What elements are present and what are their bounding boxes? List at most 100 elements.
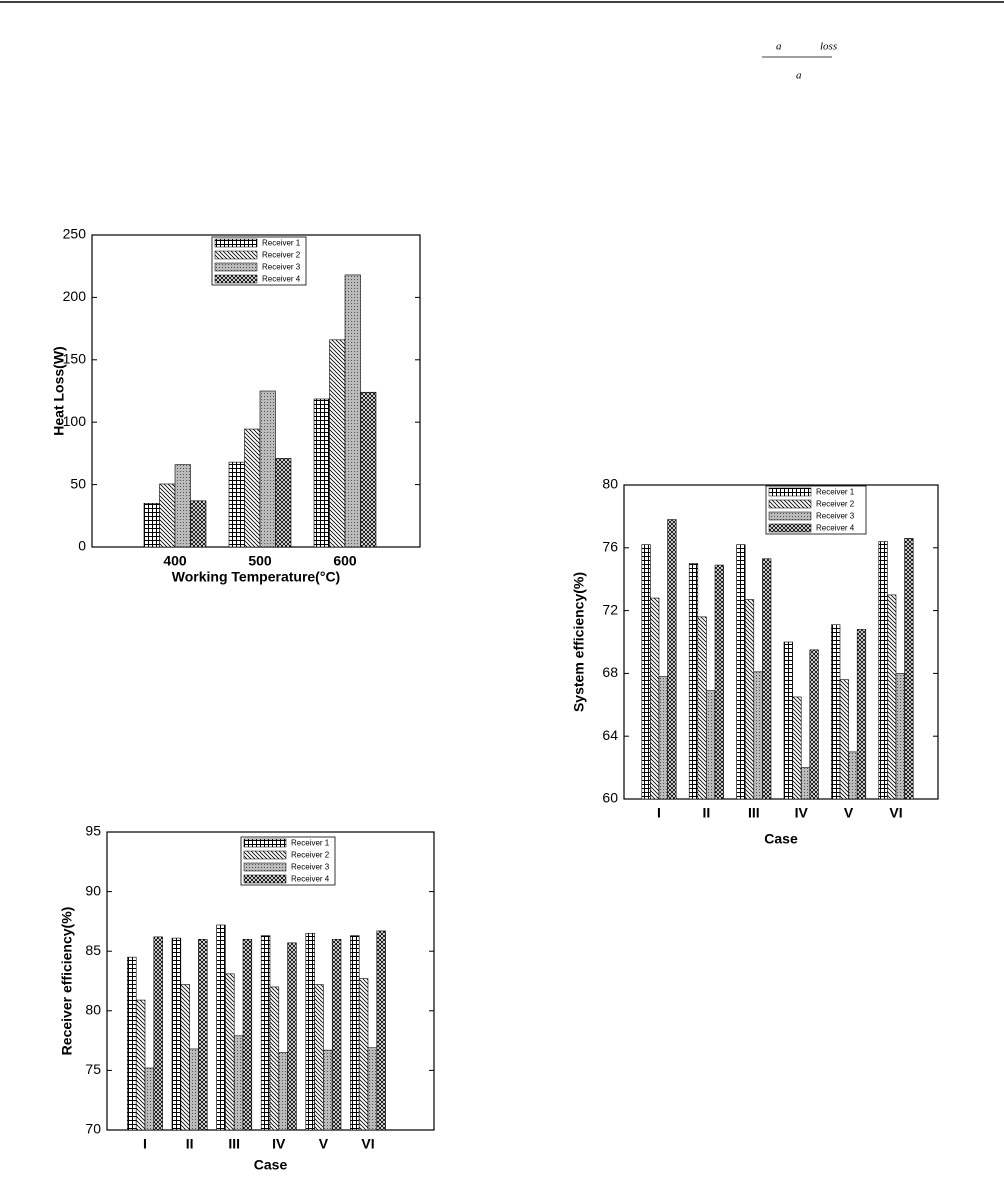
x-axis-title: Case — [254, 1157, 288, 1173]
y-tick-label: 70 — [85, 1121, 101, 1137]
bar — [135, 999, 146, 1131]
bar — [225, 973, 235, 1131]
legend-swatch — [214, 262, 258, 272]
x-axis-title: Working Temperature(°C) — [172, 569, 340, 585]
legend-label: Receiver 4 — [816, 524, 855, 533]
formula-term: loss — [820, 41, 837, 53]
legend-label: Receiver 3 — [291, 863, 330, 872]
bar — [171, 937, 182, 1131]
legend-label: Receiver 3 — [262, 263, 301, 272]
bar — [753, 671, 763, 800]
x-tick-label: V — [319, 1136, 329, 1152]
bar — [650, 597, 660, 800]
bar — [360, 391, 377, 548]
bar — [358, 978, 369, 1131]
bar — [856, 629, 867, 800]
legend-swatch — [768, 523, 812, 533]
bar — [269, 986, 280, 1131]
y-tick-label: 80 — [85, 1002, 101, 1018]
y-tick-label: 100 — [63, 413, 87, 429]
bar — [189, 1048, 199, 1131]
bar — [242, 938, 253, 1131]
legend-swatch — [243, 850, 287, 860]
bar — [275, 458, 292, 548]
legend-swatch — [243, 838, 287, 848]
legend-swatch — [214, 274, 258, 284]
x-tick-label: 600 — [333, 553, 357, 569]
bar — [667, 519, 677, 800]
plot-frame — [623, 484, 939, 800]
y-tick-label: 50 — [70, 475, 86, 491]
bar — [688, 563, 699, 800]
bar — [783, 641, 793, 800]
bar — [228, 461, 245, 548]
bar — [331, 938, 342, 1131]
x-tick-label: 400 — [163, 553, 187, 569]
bar — [839, 679, 849, 800]
x-tick-label: II — [703, 805, 711, 821]
bar — [153, 936, 163, 1131]
x-tick-label: VI — [889, 805, 902, 821]
y-tick-label: 200 — [63, 288, 87, 304]
legend-label: Receiver 3 — [816, 512, 855, 521]
bar — [904, 538, 914, 800]
y-axis-title: Receiver efficiency(%) — [59, 907, 75, 1056]
bar — [714, 564, 724, 800]
bar — [744, 599, 755, 800]
bar — [127, 956, 137, 1131]
x-tick-label: VI — [361, 1136, 374, 1152]
y-tick-label: 0 — [78, 538, 86, 554]
legend-swatch — [768, 511, 812, 521]
bar — [216, 924, 226, 1131]
legend-label: Receiver 2 — [291, 851, 330, 860]
bar — [233, 1035, 244, 1131]
legend-swatch — [214, 250, 258, 260]
bar — [323, 1049, 333, 1131]
bar — [878, 541, 888, 800]
bar — [762, 558, 772, 800]
bar — [376, 930, 386, 1131]
bar — [344, 274, 361, 548]
legend-label: Receiver 1 — [262, 239, 301, 248]
legend-label: Receiver 4 — [291, 875, 330, 884]
bar — [144, 1067, 155, 1131]
bar — [259, 390, 276, 548]
bar — [329, 339, 346, 548]
formula-term: a — [776, 41, 782, 53]
bar — [887, 594, 897, 800]
y-tick-label: 150 — [63, 351, 87, 367]
legend-swatch — [768, 487, 812, 497]
y-tick-label: 90 — [85, 882, 101, 898]
bar — [190, 500, 207, 548]
formula-term: a — [796, 70, 802, 82]
y-tick-label: 95 — [85, 823, 101, 839]
x-tick-label: I — [657, 805, 661, 821]
x-tick-label: I — [143, 1136, 147, 1152]
bar — [198, 938, 208, 1131]
bar — [313, 398, 330, 548]
bar — [367, 1047, 378, 1131]
bar — [180, 984, 190, 1131]
y-tick-label: 64 — [602, 727, 618, 743]
bar — [287, 942, 297, 1131]
legend-label: Receiver 1 — [291, 839, 330, 848]
y-tick-label: 250 — [63, 226, 87, 242]
x-tick-label: II — [186, 1136, 194, 1152]
bar — [305, 933, 315, 1131]
bar — [159, 483, 176, 548]
bar — [895, 673, 905, 800]
bar — [350, 935, 360, 1131]
y-tick-label: 75 — [85, 1061, 101, 1077]
x-tick-label: 500 — [248, 553, 272, 569]
legend-swatch — [243, 862, 287, 872]
bar — [792, 696, 802, 800]
bar — [736, 544, 746, 800]
bar — [800, 767, 811, 800]
legend-swatch — [243, 874, 287, 884]
bar — [848, 751, 858, 800]
x-tick-label: V — [844, 805, 854, 821]
x-tick-label: IV — [272, 1136, 286, 1152]
legend-label: Receiver 2 — [816, 500, 855, 509]
